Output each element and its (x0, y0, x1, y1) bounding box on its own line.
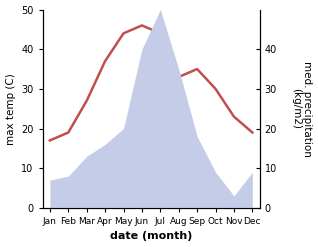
Y-axis label: med. precipitation
(kg/m2): med. precipitation (kg/m2) (291, 61, 313, 157)
Y-axis label: max temp (C): max temp (C) (5, 73, 16, 144)
X-axis label: date (month): date (month) (110, 231, 192, 242)
